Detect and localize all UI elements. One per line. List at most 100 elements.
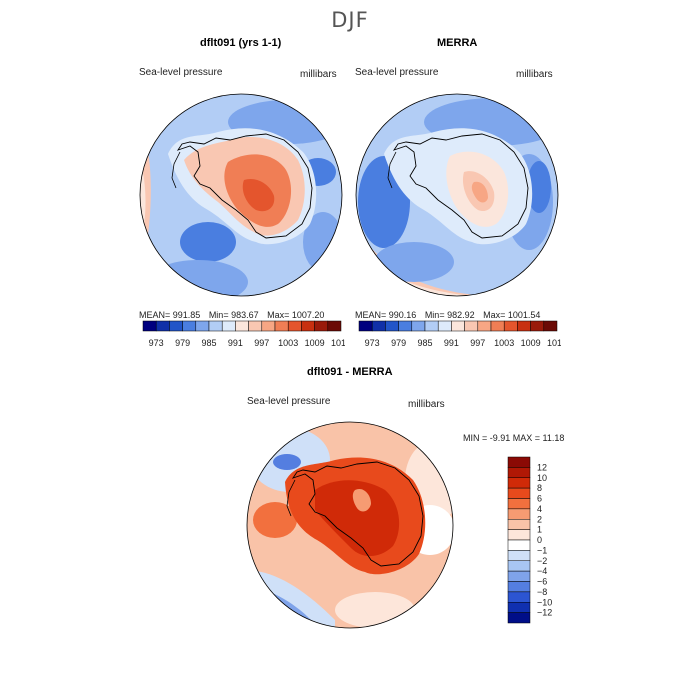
min-value: Min= 983.67 [208, 310, 259, 320]
units-label-diff: millibars [408, 399, 445, 410]
colorbar-swatch [155, 320, 170, 332]
colorbar-tick-label: 979 [175, 338, 190, 348]
colorbar-swatch [507, 570, 531, 582]
colorbar-level-label: −6 [537, 577, 547, 587]
colorbar-tick-label: 985 [201, 338, 216, 348]
colorbar-swatch [182, 320, 197, 332]
max-value: Max= 1007.20 [267, 310, 325, 320]
panel-title-diff: dflt091 - MERRA [307, 366, 393, 378]
colorbar-swatch [507, 498, 531, 510]
colorbar-swatch [507, 508, 531, 520]
colorbar-level-label: −4 [537, 566, 547, 576]
colorbar-swatch [287, 320, 302, 332]
colorbar-swatch [507, 581, 531, 593]
colorbar-swatch [169, 320, 183, 332]
colorbar-level-label: 12 [537, 462, 547, 472]
colorbar-tick-label: 997 [254, 338, 269, 348]
season-title: DJF [331, 8, 369, 32]
colorbar-swatch [477, 320, 492, 332]
colorbar-tick-label: 973 [365, 338, 380, 348]
colorbar-level-label: −2 [537, 556, 547, 566]
colorbar-tick-label: 979 [391, 338, 406, 348]
colorbar-tick-label: 997 [470, 338, 485, 348]
colorbar-swatch [221, 320, 236, 332]
units-label-model: millibars [300, 69, 337, 80]
colorbar-model: 973 979 985 991 997 1003 1009 1015 [142, 320, 345, 348]
colorbar-swatch [503, 320, 518, 332]
colorbar-swatch [507, 560, 531, 572]
panel-title-model: dflt091 (yrs 1-1) [200, 37, 282, 49]
colorbar-swatch [507, 487, 531, 499]
variable-label-model: Sea-level pressure [139, 67, 223, 78]
polar-map-merra [355, 93, 559, 297]
colorbar-level-label: −1 [537, 545, 547, 555]
colorbar-swatch [490, 320, 505, 332]
stats-model: MEAN= 991.85 Min= 983.67 Max= 1007.20 [139, 310, 324, 320]
colorbar-swatch [424, 320, 439, 332]
colorbar-tick-label: 1015 [331, 338, 345, 348]
stats-merra: MEAN= 990.16 Min= 982.92 Max= 1001.54 [355, 310, 540, 320]
polar-map-model [139, 93, 343, 297]
colorbar-swatch [451, 320, 465, 332]
colorbar-swatch [517, 320, 531, 332]
colorbar-level-label: 10 [537, 473, 547, 483]
colorbar-tick-label: 985 [417, 338, 432, 348]
colorbar-tick-label: 991 [228, 338, 243, 348]
colorbar-swatch [507, 591, 531, 603]
colorbar-level-label: 4 [537, 504, 542, 514]
colorbar-tick-label: 1003 [494, 338, 514, 348]
map-border [246, 421, 454, 629]
min-value: Min= 982.92 [424, 310, 475, 320]
colorbar-merra: 973 979 985 991 997 1003 1009 1015 [358, 320, 561, 348]
variable-label-diff: Sea-level pressure [247, 396, 331, 407]
colorbar-tick-label: 991 [444, 338, 459, 348]
stats-diff: MIN = -9.91 MAX = 11.18 [463, 433, 565, 443]
colorbar-swatch [327, 320, 342, 332]
colorbar-swatch [398, 320, 413, 332]
colorbar-swatch [507, 602, 531, 613]
variable-label-merra: Sea-level pressure [355, 67, 439, 78]
colorbar-swatch [530, 320, 545, 332]
colorbar-swatch [274, 320, 289, 332]
colorbar-swatch [507, 550, 531, 561]
colorbar-swatch [507, 539, 531, 551]
colorbar-level-label: −8 [537, 587, 547, 597]
colorbar-tick-label: 1009 [521, 338, 541, 348]
units-label-merra: millibars [516, 69, 553, 80]
map-border [139, 93, 343, 297]
colorbar-swatch [411, 320, 426, 332]
polar-map-diff [246, 421, 454, 629]
colorbar-swatch [208, 320, 223, 332]
colorbar-swatch [507, 529, 531, 541]
colorbar-swatch [507, 456, 531, 468]
colorbar-swatch [385, 320, 399, 332]
coastline [392, 133, 529, 239]
colorbar-swatch [507, 519, 531, 530]
coastline [176, 133, 313, 239]
colorbar-swatch [261, 320, 276, 332]
colorbar-swatch [195, 320, 210, 332]
colorbar-tick-label: 973 [149, 338, 164, 348]
colorbar-swatch [248, 320, 263, 332]
mean-value: MEAN= 990.16 [355, 310, 417, 320]
colorbar-level-label: 2 [537, 514, 542, 524]
max-value: Max= 1001.54 [483, 310, 541, 320]
colorbar-swatch [142, 320, 157, 332]
colorbar-swatch [464, 320, 479, 332]
colorbar-level-label: −12 [537, 608, 552, 618]
colorbar-level-label: 6 [537, 494, 542, 504]
colorbar-level-label: 0 [537, 535, 542, 545]
panel-title-merra: MERRA [437, 37, 478, 49]
colorbar-level-label: 8 [537, 483, 542, 493]
colorbar-swatch [358, 320, 373, 332]
colorbar-tick-label: 1003 [278, 338, 298, 348]
colorbar-swatch [437, 320, 452, 332]
colorbar-swatch [314, 320, 329, 332]
colorbar-swatch [507, 467, 531, 478]
colorbar-swatch [543, 320, 558, 332]
colorbar-tick-label: 1009 [305, 338, 325, 348]
map-border [355, 93, 559, 297]
mean-value: MEAN= 991.85 [139, 310, 201, 320]
coastline [291, 461, 424, 567]
